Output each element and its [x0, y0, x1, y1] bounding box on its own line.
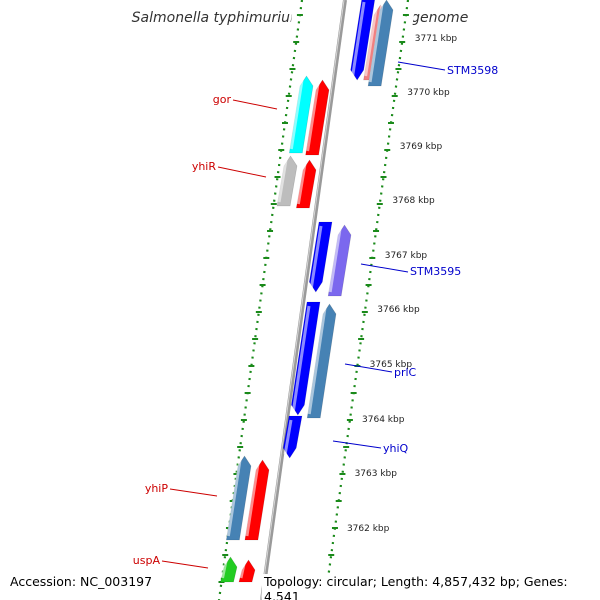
genome-summary-text: Topology: circular; Length: 4,857,432 bp…: [262, 574, 600, 600]
gene-leader-line: [360, 263, 409, 273]
gene-leader-line: [169, 488, 218, 497]
gene-arrow: [296, 159, 317, 209]
gene-label-yhiq: yhiQ: [383, 442, 409, 455]
gene-arrow: [276, 155, 298, 207]
gene-arrow: [244, 459, 270, 541]
gene-arrow: [226, 455, 252, 541]
gene-arrow: [367, 0, 394, 87]
gene-arrow: [220, 556, 238, 583]
kbp-tick-label: 3765 kbp: [370, 360, 413, 370]
gene-label-gor: gor: [213, 93, 232, 106]
gene-label-yhir: yhiR: [192, 160, 217, 173]
gene-arrow: [327, 224, 352, 297]
gene-arrow: [238, 559, 256, 583]
track-band: [211, 0, 416, 600]
kbp-tick-label: 3767 kbp: [385, 251, 428, 261]
gene-label-stm3598: STM3598: [447, 64, 498, 77]
gene-arrow: [288, 75, 314, 154]
kbp-tick-label: 3762 kbp: [347, 524, 390, 534]
gene-leader-line: [161, 560, 209, 569]
kbp-tick-label: 3766 kbp: [377, 305, 420, 315]
kbp-tick-label: 3771 kbp: [415, 34, 458, 44]
gene-arrow: [350, 0, 375, 81]
genome-backbone-highlight: [260, 0, 345, 600]
accession-text: Accession: NC_003197: [8, 574, 155, 589]
gene-leader-line: [332, 440, 382, 449]
gene-label-uspa: uspA: [133, 554, 161, 567]
gene-arrow: [291, 301, 321, 416]
genome-backbone: [260, 0, 347, 600]
gene-arrow: [306, 303, 337, 419]
kbp-tick-label: 3770 kbp: [407, 88, 450, 98]
gene-leader-line: [397, 61, 446, 71]
kbp-tick-label: 3763 kbp: [355, 469, 398, 479]
gene-label-stm3595: STM3595: [410, 265, 461, 278]
gene-arrow: [282, 415, 303, 459]
gene-leader-line: [344, 363, 393, 373]
gene-arrow: [305, 79, 330, 156]
gene-label-yhip: yhiP: [145, 482, 169, 495]
kbp-tick-label: 3764 kbp: [362, 415, 405, 425]
gene-leader-line: [232, 99, 278, 110]
kbp-tick-label: 3769 kbp: [400, 142, 443, 152]
gene-label-prlc: prlC: [394, 366, 417, 379]
gene-leader-line: [217, 166, 267, 178]
kbp-tick-label: 3768 kbp: [392, 196, 435, 206]
gene-arrow: [309, 221, 333, 293]
